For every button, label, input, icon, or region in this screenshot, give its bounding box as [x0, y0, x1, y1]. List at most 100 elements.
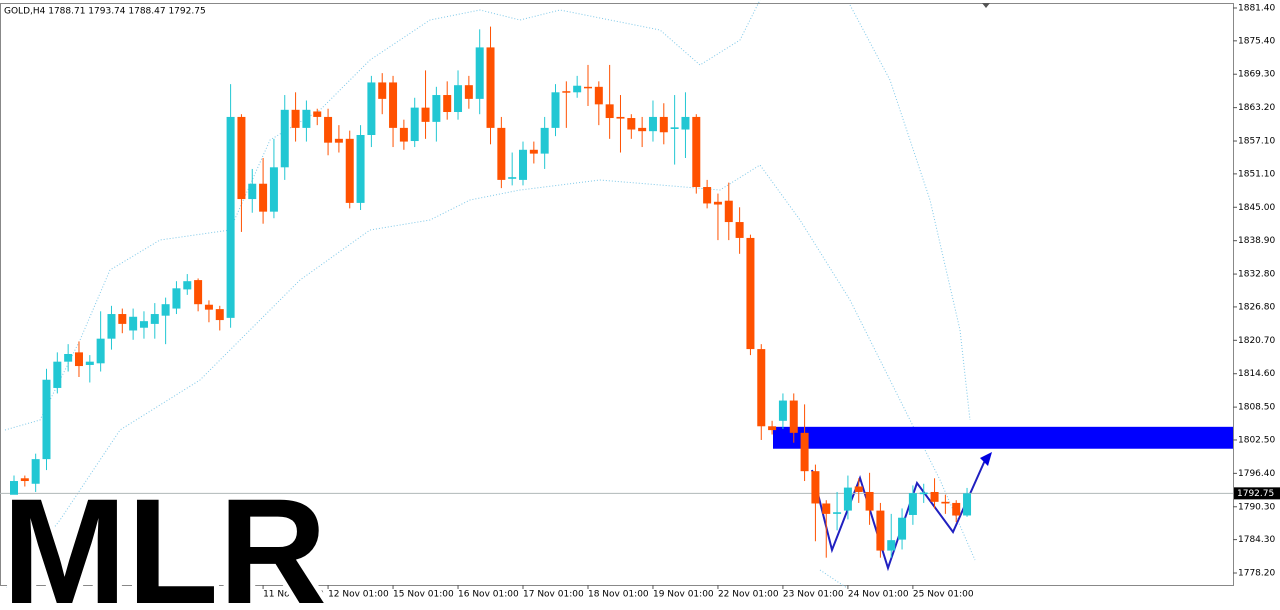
x-tick-label: 18 Nov 01:00 [588, 590, 649, 600]
x-tick-label: 17 Nov 01:00 [523, 590, 584, 600]
candle-body [74, 352, 83, 367]
x-tick-label: 12 Nov 01:00 [328, 590, 389, 600]
candle-body [703, 187, 712, 204]
candle-body [594, 86, 603, 105]
candle-body [139, 321, 148, 328]
candle-body [583, 86, 592, 89]
candle-body [443, 95, 452, 113]
candle-body [259, 183, 268, 212]
pattern-line [811, 457, 987, 572]
y-tick-label: 1802.50 [1238, 435, 1275, 445]
y-tick-label: 1826.80 [1238, 302, 1275, 312]
candle-body [963, 493, 972, 516]
candle-body [486, 47, 495, 128]
chart-header: GOLD,H4 1788.71 1793.74 1788.47 1792.75 [4, 7, 206, 17]
candle-body [746, 237, 755, 350]
candle-body [64, 354, 73, 362]
y-tick-label: 1808.50 [1238, 403, 1275, 413]
candle-body [226, 116, 235, 318]
candle-body [811, 471, 820, 504]
candle-body [908, 493, 917, 515]
candle-body [248, 183, 257, 200]
candle-body [183, 281, 192, 290]
candle-body [291, 109, 300, 128]
candle-body [313, 111, 322, 117]
candle-body [898, 517, 907, 540]
candle-body [648, 116, 657, 132]
candle-body [118, 314, 127, 324]
candle-body [378, 82, 387, 99]
candle-body [789, 400, 798, 433]
candle-body [876, 510, 885, 551]
candle-body [150, 314, 159, 324]
x-tick-label: 15 Nov 01:00 [393, 590, 454, 600]
candle-body [302, 109, 311, 128]
candle-body [519, 149, 528, 180]
candle-body [919, 492, 928, 495]
candle-body [952, 502, 961, 516]
candle-body [562, 91, 571, 93]
candle-body [20, 478, 29, 482]
y-tick-label: 1784.30 [1238, 535, 1275, 545]
candle-body [768, 426, 777, 431]
candle-body [670, 127, 679, 129]
x-tick-label: 22 Nov 01:00 [718, 590, 779, 600]
candle-body [161, 304, 170, 316]
candle-body [107, 314, 116, 339]
y-tick-label: 1790.30 [1238, 502, 1275, 512]
y-tick-label: 1863.20 [1238, 103, 1275, 113]
candle-body [573, 85, 582, 93]
candle-body [941, 501, 950, 504]
x-tick-label: 19 Nov 01:00 [653, 590, 714, 600]
candle-body [778, 400, 787, 421]
candle-body [53, 361, 62, 388]
candle-body [540, 127, 549, 154]
y-tick-label: 1832.80 [1238, 270, 1275, 280]
candle-body [616, 116, 625, 119]
candle-body [345, 138, 354, 203]
candle-body [334, 138, 343, 143]
x-axis-bg [0, 588, 1280, 606]
candle-body [692, 116, 701, 188]
candle-body [96, 338, 105, 364]
candle-body [324, 116, 333, 143]
candle-body [129, 316, 138, 331]
candle-body [713, 201, 722, 205]
candle-body [724, 200, 733, 223]
y-tick-label: 1796.40 [1238, 469, 1275, 479]
candle-body [399, 127, 408, 142]
candle-body [681, 116, 690, 130]
candle-body [432, 95, 441, 122]
current-price-label: 1792.75 [1237, 489, 1274, 499]
candle-body [529, 149, 538, 154]
y-tick-label: 1845.00 [1238, 203, 1275, 213]
candle-body [464, 85, 473, 99]
y-tick-label: 1857.10 [1238, 137, 1275, 147]
zone [773, 426, 1233, 449]
candle-body [822, 503, 831, 514]
y-tick-label: 1851.10 [1238, 169, 1275, 179]
y-tick-label: 1881.40 [1238, 3, 1275, 13]
candle-body [215, 309, 224, 321]
candle-body [421, 107, 430, 122]
watermark: MLR [2, 467, 327, 606]
candle-body [497, 127, 506, 180]
y-tick-label: 1778.20 [1238, 569, 1275, 579]
price-tag [1234, 487, 1280, 500]
candle-body [280, 109, 289, 168]
y-tick-label: 1869.30 [1238, 70, 1275, 80]
candle-body [454, 85, 463, 113]
x-tick-label: 11 Nov 01:00 [263, 590, 324, 600]
candle-body [410, 107, 419, 142]
x-tick-label: 23 Nov 01:00 [783, 590, 844, 600]
x-tick-label: 24 Nov 01:00 [848, 590, 909, 600]
candle-body [31, 459, 40, 484]
candle-body [389, 82, 398, 128]
candle-body [269, 167, 278, 212]
y-tick-label: 1838.90 [1238, 236, 1275, 246]
candle-body [833, 512, 842, 514]
y-tick-label: 1820.70 [1238, 336, 1275, 346]
candle-body [865, 491, 874, 511]
y-tick-label: 1814.60 [1238, 369, 1275, 379]
